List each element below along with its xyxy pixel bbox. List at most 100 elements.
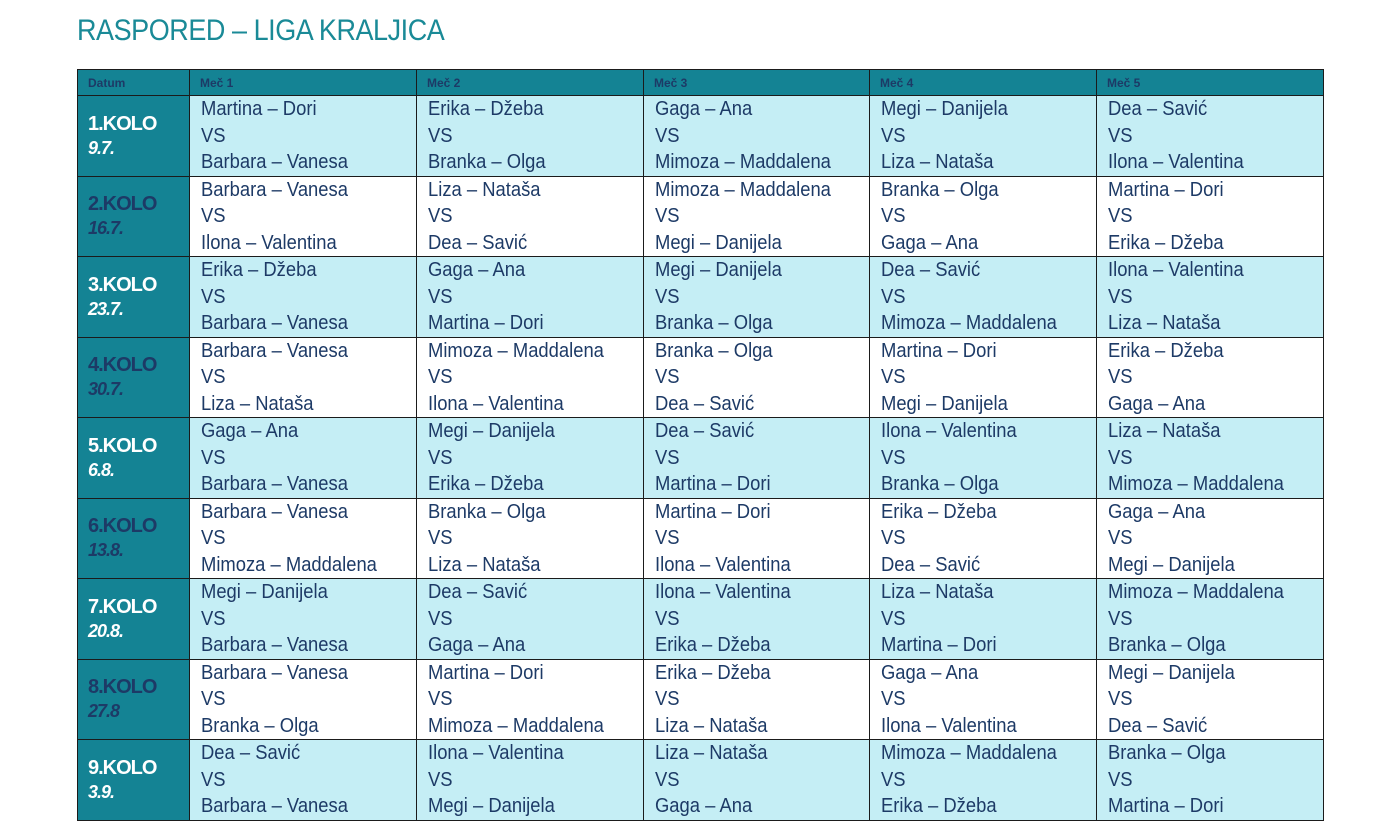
vs-label: VS <box>428 607 453 630</box>
team-home: Martina – Dori <box>881 339 997 362</box>
vs-label: VS <box>881 285 906 308</box>
header-mec-4: Meč 4 <box>869 69 1097 96</box>
team-away: Mimoza – Maddalena <box>881 312 1057 334</box>
vs-label: VS <box>881 607 906 630</box>
team-away: Megi – Danijela <box>428 795 555 817</box>
team-home: Megi – Danijela <box>1108 661 1235 684</box>
round-date: 30.7. <box>88 379 124 400</box>
team-home: Dea – Savić <box>428 581 528 603</box>
vs-label: VS <box>1108 124 1133 147</box>
round-cell: 2.KOLO 16.7. <box>77 175 190 257</box>
team-away: Branka – Olga <box>1108 634 1226 656</box>
match-cell: Dea – Savić VS Mimoza – Maddalena <box>869 256 1097 338</box>
team-home: Dea – Savić <box>881 259 981 281</box>
vs-label: VS <box>655 688 680 710</box>
team-home: Mimoza – Maddalena <box>881 742 1057 764</box>
vs-label: VS <box>201 688 226 710</box>
team-away: Gaga – Ana <box>428 634 526 656</box>
vs-label: VS <box>201 366 226 388</box>
team-away: Barbara – Vanesa <box>201 151 348 173</box>
team-home: Gaga – Ana <box>655 98 753 120</box>
match-cell: Megi – Danijela VS Barbara – Vanesa <box>189 578 417 660</box>
team-away: Barbara – Vanesa <box>201 312 348 334</box>
match-cell: Ilona – Valentina VS Liza – Nataša <box>1096 256 1324 338</box>
team-home: Liza – Nataša <box>655 742 768 764</box>
team-away: Gaga – Ana <box>1108 392 1206 415</box>
team-home: Ilona – Valentina <box>881 420 1017 442</box>
team-home: Martina – Dori <box>655 500 771 523</box>
vs-label: VS <box>1108 366 1133 388</box>
match-cell: Martina – Dori VS Erika – Džeba <box>1096 175 1324 257</box>
team-away: Megi – Danijela <box>881 392 1008 415</box>
match-cell: Ilona – Valentina VS Erika – Džeba <box>643 578 870 660</box>
team-home: Mimoza – Maddalena <box>1108 581 1284 603</box>
match-cell: Mimoza – Maddalena VS Ilona – Valentina <box>416 336 644 418</box>
vs-label: VS <box>655 205 680 227</box>
team-home: Barbara – Vanesa <box>201 661 348 684</box>
header-row: Datum Meč 1 Meč 2 Meč 3 Meč 4 Meč 5 <box>77 69 1324 96</box>
round-date: 9.7. <box>88 137 115 158</box>
round-row: 7.KOLO 20.8. Megi – Danijela VS Barbara – Va… <box>77 578 1324 660</box>
team-away: Branka – Olga <box>428 151 546 173</box>
round-label: 7.KOLO <box>88 595 157 618</box>
team-home: Dea – Savić <box>201 742 301 764</box>
team-away: Erika – Džeba <box>1108 231 1224 254</box>
round-label: 1.KOLO <box>88 112 157 135</box>
team-away: Ilona – Valentina <box>881 714 1017 737</box>
team-away: Liza – Nataša <box>881 151 994 173</box>
match-cell: Martina – Dori VS Barbara – Vanesa <box>189 95 417 177</box>
team-home: Mimoza – Maddalena <box>655 178 831 201</box>
vs-label: VS <box>1108 285 1133 308</box>
header-mec-2: Meč 2 <box>416 69 644 96</box>
match-cell: Mimoza – Maddalena VS Erika – Džeba <box>869 739 1097 821</box>
team-away: Mimoza – Maddalena <box>655 151 831 173</box>
round-cell: 6.KOLO 13.8. <box>77 497 190 579</box>
match-cell: Erika – Džeba VS Barbara – Vanesa <box>189 256 417 338</box>
vs-label: VS <box>1108 205 1133 227</box>
vs-label: VS <box>428 688 453 710</box>
round-label: 8.KOLO <box>88 676 157 699</box>
round-cell: 5.KOLO 6.8. <box>77 417 190 499</box>
team-away: Erika – Džeba <box>881 795 997 817</box>
team-home: Martina – Dori <box>1108 178 1224 201</box>
team-home: Liza – Nataša <box>428 178 541 201</box>
round-date: 27.8 <box>88 701 120 722</box>
vs-label: VS <box>201 607 226 630</box>
round-cell: 1.KOLO 9.7. <box>77 95 190 177</box>
team-home: Megi – Danijela <box>655 259 782 281</box>
round-date: 23.7. <box>88 298 124 319</box>
team-home: Barbara – Vanesa <box>201 178 348 201</box>
round-label: 2.KOLO <box>88 193 157 216</box>
match-cell: Ilona – Valentina VS Megi – Danijela <box>416 739 644 821</box>
match-cell: Barbara – Vanesa VS Ilona – Valentina <box>189 175 417 257</box>
vs-label: VS <box>655 124 680 147</box>
vs-label: VS <box>201 285 226 308</box>
match-cell: Liza – Nataša VS Gaga – Ana <box>643 739 870 821</box>
round-label: 5.KOLO <box>88 434 157 457</box>
team-home: Branka – Olga <box>1108 742 1226 764</box>
vs-label: VS <box>881 446 906 469</box>
match-cell: Branka – Olga VS Martina – Dori <box>1096 739 1324 821</box>
match-cell: Megi – Danijela VS Erika – Džeba <box>416 417 644 499</box>
team-away: Gaga – Ana <box>655 795 753 817</box>
match-cell: Liza – Nataša VS Mimoza – Maddalena <box>1096 417 1324 499</box>
team-home: Megi – Danijela <box>201 581 328 603</box>
match-cell: Erika – Džeba VS Gaga – Ana <box>1096 336 1324 418</box>
vs-label: VS <box>881 205 906 227</box>
match-cell: Gaga – Ana VS Ilona – Valentina <box>869 658 1097 740</box>
match-cell: Dea – Savić VS Martina – Dori <box>643 417 870 499</box>
vs-label: VS <box>428 124 453 147</box>
team-home: Martina – Dori <box>201 98 317 120</box>
team-home: Branka – Olga <box>428 500 546 523</box>
team-home: Dea – Savić <box>655 420 755 442</box>
match-cell: Barbara – Vanesa VS Branka – Olga <box>189 658 417 740</box>
team-away: Liza – Nataša <box>201 392 314 415</box>
team-away: Branka – Olga <box>881 473 999 495</box>
round-date: 16.7. <box>88 218 124 239</box>
team-home: Ilona – Valentina <box>655 581 791 603</box>
match-cell: Branka – Olga VS Liza – Nataša <box>416 497 644 579</box>
team-away: Martina – Dori <box>428 312 544 334</box>
vs-label: VS <box>881 366 906 388</box>
vs-label: VS <box>201 527 226 549</box>
match-cell: Mimoza – Maddalena VS Branka – Olga <box>1096 578 1324 660</box>
